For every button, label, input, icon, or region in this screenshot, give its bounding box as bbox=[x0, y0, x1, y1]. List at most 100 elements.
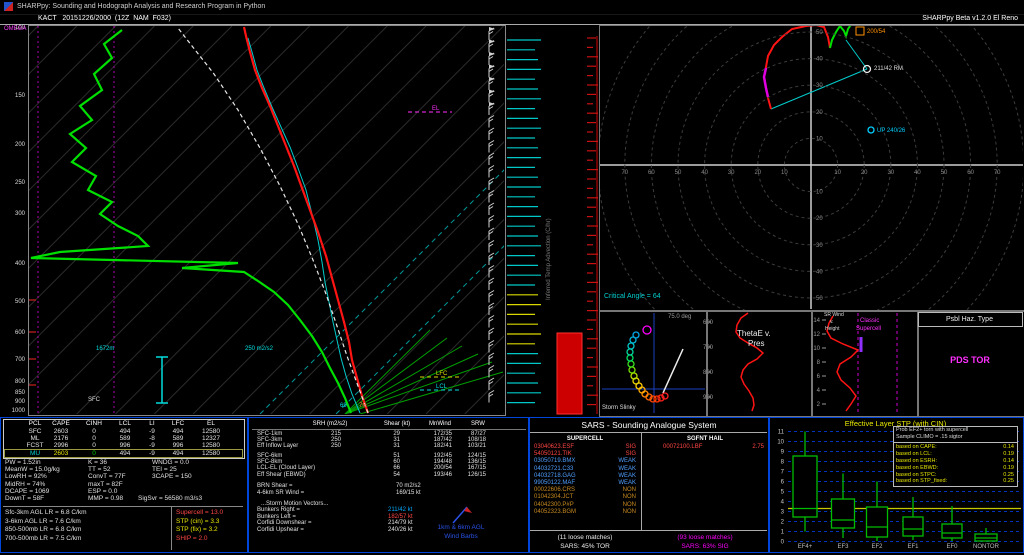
svg-text:300: 300 bbox=[15, 211, 26, 217]
axis-labels: 1001502002503004005006007008008509001000 bbox=[12, 25, 26, 414]
sars-match-row[interactable]: 04032721.C33 WEAK bbox=[534, 466, 638, 473]
svg-text:250: 250 bbox=[15, 180, 26, 186]
sars-supercell-list: 03040623.ESF SIG 54050121.TIK SIG 030507… bbox=[534, 444, 638, 516]
sars-tor-result: (11 loose matches) SARS: 45% TOR bbox=[529, 533, 641, 551]
skewt-panel[interactable] bbox=[28, 25, 506, 416]
stp-prob-row: based on STPC: 0.25 bbox=[896, 472, 1014, 479]
classic-supercell-label-1: Classic bbox=[860, 318, 879, 324]
inset-storm-slinky[interactable] bbox=[599, 310, 708, 417]
hodograph-panel[interactable] bbox=[599, 25, 1024, 312]
col-header-lfc: LFC bbox=[160, 420, 196, 427]
stp-prob-row: based on ESRH: 0.14 bbox=[896, 458, 1014, 465]
el-label: EL bbox=[432, 106, 439, 112]
sfc-label: SFC bbox=[88, 397, 100, 403]
corfidi-up-marker-label: UP 240/26 bbox=[877, 128, 905, 134]
hazard-value: PDS TOR bbox=[917, 356, 1023, 365]
stat-line: LowRH = 92% bbox=[5, 473, 60, 480]
col-header-el: EL bbox=[193, 420, 229, 427]
sr46-label: 4-6km SR Wind = bbox=[257, 490, 304, 496]
effective-srh-label: 250 m2/s2 bbox=[245, 346, 273, 352]
thermo-divider-v bbox=[171, 506, 172, 550]
stp-prob-row: based on LCL: 0.19 bbox=[896, 451, 1014, 458]
stp-prob-row: based on EBWD: 0.19 bbox=[896, 465, 1014, 472]
effective-inflow-depth: 1672m bbox=[96, 346, 114, 352]
index-line: STP (fix) = 3.2 bbox=[176, 526, 223, 535]
sars-title: SARS - Sounding Analogue System bbox=[529, 421, 769, 430]
stat-line: maxT = 82F bbox=[88, 481, 126, 488]
sars-match-row[interactable]: 01042304.JCT NON bbox=[534, 494, 638, 501]
kin-header-divider bbox=[252, 429, 526, 430]
inset-thetae-pres[interactable] bbox=[706, 310, 813, 417]
mean-wind-marker-label: 200/54 bbox=[867, 29, 885, 35]
parcel-row[interactable]: ML 2176 0 589 -8 589 12327 bbox=[3, 435, 243, 442]
lapse-rate-line: 3-6km AGL LR = 7.6 C/km bbox=[5, 518, 87, 527]
sars-hail-header: SGFNT HAIL bbox=[655, 436, 755, 442]
lfc-label: LFC bbox=[436, 371, 447, 377]
sars-match-row[interactable]: 00022606.CRS NON bbox=[534, 487, 638, 494]
sars-match-row[interactable]: 99050122.MAF WEAK bbox=[534, 480, 638, 487]
thetae-title-1: ThetaE v. bbox=[737, 330, 771, 338]
lapse-rate-line: Sfc-3km AGL LR = 6.8 C/km bbox=[5, 509, 87, 518]
sigsvr-value: SigSvr = 56580 m3/s3 bbox=[138, 496, 202, 503]
lapse-rate-line: 700-500mb LR = 7.5 C/km bbox=[5, 535, 87, 544]
window-title: SHARPpy: Sounding and Hodograph Analysis… bbox=[17, 3, 265, 10]
kin-table-lower: SFC-6km 51 192/45 124/15 SFC-8km 60 194/… bbox=[257, 453, 489, 478]
stat-line: DCAPE = 1069 bbox=[5, 488, 60, 495]
critical-angle-label: Critical Angle = 64 bbox=[604, 293, 661, 300]
sars-hail-matches: (93 loose matches) bbox=[641, 533, 769, 542]
hazard-title: Psbl Haz. Type bbox=[918, 316, 1021, 323]
stat-line: MMP = 0.98 bbox=[88, 495, 126, 502]
sars-hail-result: (93 loose matches) SARS: 63% SIG bbox=[641, 533, 769, 551]
sars-column-divider bbox=[641, 433, 642, 530]
surface-dewpoint: 69 bbox=[340, 403, 347, 409]
slinky-title: Storm Slinky bbox=[602, 405, 636, 411]
sars-match-row[interactable]: 04032718.GAG WEAK bbox=[534, 473, 638, 480]
thetae-title-2: Pres bbox=[748, 340, 764, 348]
thermo-stats-col2: K = 36TT = 52ConvT = 77FmaxT = 82FESP = … bbox=[88, 459, 126, 502]
stat-line: TT = 52 bbox=[88, 466, 126, 473]
sars-match-row[interactable]: 04052323.BGM NON bbox=[534, 509, 638, 516]
app-icon[interactable] bbox=[4, 2, 13, 11]
sharppy-window: SHARPpy: Sounding and Hodograph Analysis… bbox=[0, 0, 1024, 555]
thermo-stats-col3: WNDG = 0.0TEI = 253CAPE = 150 bbox=[152, 459, 192, 481]
sars-match-row[interactable]: 04042300.P#P NON bbox=[534, 502, 638, 509]
stat-line: DownT = 58F bbox=[5, 495, 60, 502]
stat-line: TEI = 25 bbox=[152, 466, 192, 473]
parcel-row[interactable]: SFC 2603 0 494 -9 494 12580 bbox=[3, 428, 243, 435]
sars-match-row[interactable]: 54050121.TIK SIG bbox=[534, 451, 638, 458]
svg-text:200: 200 bbox=[15, 142, 26, 148]
window-title-bar[interactable]: SHARPpy: Sounding and Hodograph Analysis… bbox=[0, 0, 1024, 15]
svg-text:800: 800 bbox=[15, 379, 26, 385]
barb-legend-1: 1km & 6km AGL bbox=[421, 525, 501, 532]
svg-text:600: 600 bbox=[15, 330, 26, 336]
stat-line: MidRH = 74% bbox=[5, 481, 60, 488]
bunkers-right-marker-label: 211/42 RM bbox=[874, 66, 903, 72]
kinematics-row: Eff Shear (EBWD) 54 193/46 126/15 bbox=[257, 472, 489, 478]
barb-legend-2: Wind Barbs bbox=[421, 534, 501, 541]
sars-match-row[interactable]: 03050719.BMX WEAK bbox=[534, 458, 638, 465]
index-line: SHIP = 2.0 bbox=[176, 535, 223, 544]
brn-shear-value: 70 m2/s2 bbox=[396, 483, 421, 489]
svg-text:900: 900 bbox=[15, 399, 26, 405]
index-line: Supercell = 13.0 bbox=[176, 509, 223, 518]
sars-match-row[interactable]: 03040623.ESF SIG bbox=[534, 444, 638, 451]
srwind-title-1: SR Wind bbox=[824, 313, 844, 318]
stat-line: MeanW = 15.0g/kg bbox=[5, 466, 60, 473]
lcl-label: LCL bbox=[436, 384, 447, 390]
lapse-rate-line: 850-500mb LR = 6.8 C/km bbox=[5, 526, 87, 535]
svg-text:500: 500 bbox=[15, 299, 26, 305]
stp-prob-row: based on STP_fixed: 0.25 bbox=[896, 478, 1014, 485]
parcel-table-header: PCL CAPE CINH LCL LI LFC EL bbox=[3, 420, 243, 427]
sars-tor-matches: (11 loose matches) bbox=[529, 533, 641, 542]
sars-title-divider bbox=[530, 432, 767, 433]
srwind-title-2: v. bbox=[830, 320, 834, 325]
svg-text:1000: 1000 bbox=[12, 408, 26, 414]
lapse-rates: Sfc-3km AGL LR = 6.8 C/km3-6km AGL LR = … bbox=[5, 509, 87, 543]
col-header-cape: CAPE bbox=[43, 420, 79, 427]
stp-prob-rows: based on CAPE: 0.14 based on LCL: 0.19 b… bbox=[896, 444, 1014, 485]
omega-label: OMEGA bbox=[4, 26, 26, 32]
brn-shear-label: BRN Shear = bbox=[257, 483, 293, 489]
index-line: STP (cin) = 3.3 bbox=[176, 518, 223, 527]
sars-hail-row[interactable]: 00072100.LBF 2.75 bbox=[663, 444, 765, 451]
kinematics-row: Eff Inflow Layer 250 31 182/41 103/21 bbox=[257, 443, 489, 449]
